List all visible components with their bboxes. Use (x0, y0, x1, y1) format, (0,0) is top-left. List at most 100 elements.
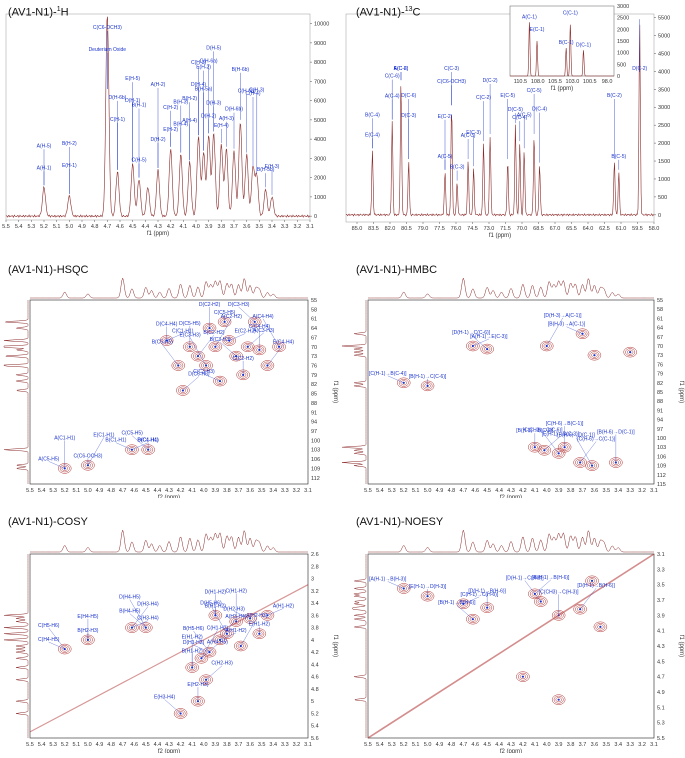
plot-frame (29, 553, 309, 739)
cross-peak-annotation: B(C4-H4) (137, 438, 158, 444)
annotation-leader (219, 632, 237, 641)
cross-peak (553, 449, 564, 458)
inset-y-tick-label: 2500 (617, 16, 629, 22)
x-tick-label: 3.4 (269, 488, 277, 494)
cross-peak (199, 360, 213, 371)
y-tick-label: 82 (657, 381, 663, 387)
x-tick-label: 3.7 (579, 488, 587, 494)
peak-annotation: C(C-4) (512, 115, 527, 121)
cross-peak-marker (590, 579, 594, 582)
x-axis-label: f2 (ppm) (500, 495, 522, 498)
cross-peak (467, 342, 478, 350)
x-axis-label: f2 (ppm) (500, 749, 522, 753)
y-tick-label: 91 (311, 410, 317, 416)
inset-x-tick-label: 100.5 (583, 79, 597, 85)
annotation-leader (201, 644, 218, 659)
cross-peak (456, 598, 471, 610)
peak-annotation: E(H-3) (265, 164, 280, 170)
cross-peak-annotation: C(C1-H1) (172, 329, 194, 335)
y-tick-label: 64 (657, 326, 663, 332)
y-tick-label: 70 (311, 345, 317, 351)
x-tick-label: 4.4 (154, 488, 162, 494)
cross-peak (202, 363, 210, 368)
cross-peak-annotation: [B(H-1)→B(H-6)] (532, 575, 570, 581)
left-projection (341, 300, 367, 484)
cross-peak-annotation: [C(H-1)→C(H-6)] (460, 592, 498, 598)
x-tick-label: 3.6 (591, 488, 599, 494)
cross-peak (212, 344, 219, 350)
cross-peak (177, 711, 184, 716)
cross-peak (198, 655, 205, 661)
x-tick-label: 5.2 (400, 488, 408, 494)
y-tick-label: 55 (311, 298, 317, 304)
cross-peak (194, 653, 209, 664)
inset-y-tick-label: 500 (617, 62, 626, 68)
cross-peak (193, 352, 203, 360)
cross-peak-marker (599, 625, 602, 628)
cross-peak (173, 361, 184, 370)
annotation-leader (238, 306, 255, 322)
cross-peak-annotation: D(H4-H5) (119, 595, 141, 601)
annotation-leader (203, 373, 221, 382)
x-tick-label: 5.4 (376, 488, 384, 494)
cross-peak (199, 674, 213, 685)
x-tick-label: 3.5 (256, 224, 264, 230)
cross-peak-annotation: [B(H-1)→B(C-6)] (516, 428, 554, 434)
y-tick-label: 100 (657, 436, 666, 442)
cross-peak-marker (258, 348, 261, 351)
y-tick-label: 3.3 (657, 567, 665, 573)
y-tick-label: 4.4 (311, 662, 319, 668)
cross-peak (469, 343, 476, 349)
y-tick-label: 500 (658, 195, 667, 201)
annotation-leader (182, 376, 199, 391)
cross-peak (202, 646, 217, 658)
y-tick-label: 94 (311, 420, 317, 426)
hmbc-panel: (AV1-N1)-HMBC 5.5 5.4 5.3 5.2 5.1 5.0 4.9 4.8 4.… (341, 258, 685, 501)
peak-annotation: A(H-3) (219, 116, 234, 122)
x-tick-label: 3.1 (650, 742, 658, 748)
x-tick-label: 4.1 (531, 742, 539, 748)
cross-peak (202, 677, 210, 683)
annotation-leader (575, 437, 593, 466)
x-tick-label: 3.2 (638, 488, 646, 494)
cross-peak (171, 360, 186, 371)
x-tick-label: 4.2 (177, 742, 185, 748)
cosy-panel: (AV1-N1)-COSY 5.5 5.4 5.3 5.2 5.1 5.0 4.9 4.8 4.… (0, 510, 340, 755)
x-tick-label: 3.4 (614, 488, 622, 494)
peak-annotation: A(C-5) (438, 154, 453, 160)
cross-peak (242, 342, 253, 351)
cross-peak-annotation: B(C1-H1) (105, 438, 126, 444)
x-tick-label: 3.3 (281, 488, 289, 494)
cross-peak (400, 380, 407, 386)
cross-peak-annotation: E(C2-H2) (235, 329, 256, 335)
y-tick-label: 82 (311, 382, 317, 388)
peak-annotation: C(H-6b) (238, 89, 256, 95)
x-tick-label: 4.7 (460, 742, 468, 748)
x-tick-label: 64.0 (583, 226, 594, 232)
cross-peak (555, 450, 562, 456)
cross-peak (484, 346, 491, 352)
top-projection (30, 529, 308, 553)
y-tick-label: 70 (657, 344, 663, 350)
inset-x-tick-label: 108.0 (531, 79, 545, 85)
inset-peak-annotation: D(C-1) (576, 42, 591, 48)
inset-peak-annotation: E(C-1) (530, 27, 545, 33)
diagonal (367, 553, 655, 739)
cross-peak-annotation: C(C3-H3) (193, 369, 215, 375)
annotation-leader (205, 665, 223, 680)
cross-peak-annotation: [A(H-1)→E(C-3)] (470, 334, 508, 340)
y-tick-label: 67 (657, 335, 663, 341)
peak-annotation: D(C-5) (508, 107, 523, 113)
cross-peak (223, 631, 231, 637)
peak-annotation: B(C-4) (365, 112, 380, 118)
c13-chart: 85.0 83.5 82.0 80.5 79.0 77.5 76.0 74.5 73.0 71.5… (345, 4, 670, 239)
cross-peak (222, 335, 236, 346)
cross-peak-annotation: B(C5-H5) (152, 339, 173, 345)
peak-annotation: C(H-3) (249, 88, 264, 94)
cross-peak (262, 361, 273, 370)
x-tick-label: 5.5 (26, 488, 34, 494)
x-tick-label: 61.0 (616, 226, 627, 232)
y-tick-label: 112 (311, 476, 320, 482)
cross-peak-annotation: A(H2-H3) (246, 613, 267, 619)
peak-annotation: C(C-6) (385, 74, 400, 80)
